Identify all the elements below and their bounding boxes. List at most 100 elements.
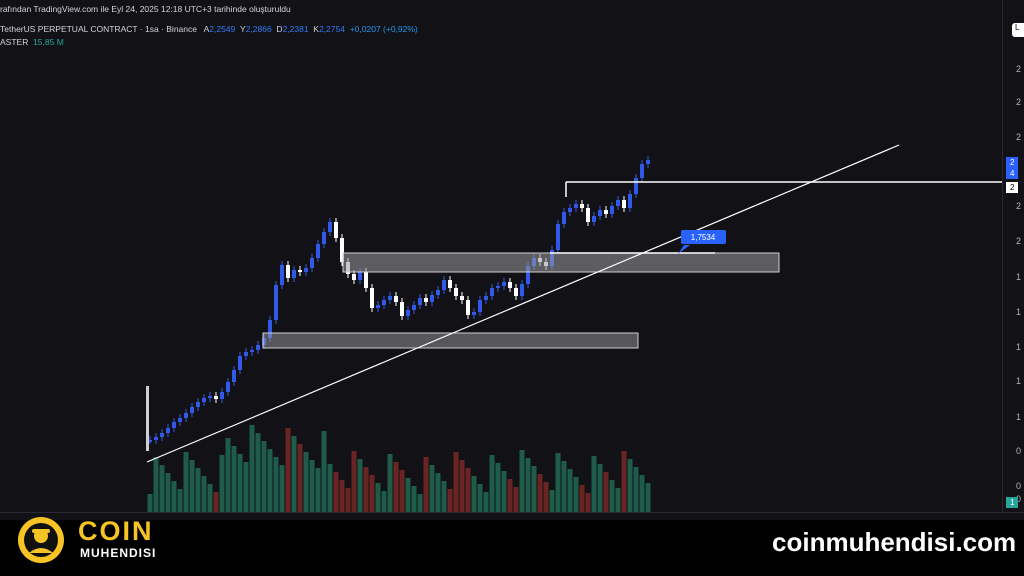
candle-body	[520, 284, 524, 296]
y-tick-label: 1	[1016, 376, 1022, 386]
volume-bar	[237, 454, 243, 512]
volume-bar	[399, 470, 405, 512]
candle-body	[448, 280, 452, 288]
brand-site[interactable]: coinmuhendisi.com	[772, 527, 1017, 557]
callout-label: 1,7534	[691, 233, 716, 242]
support-zone-upper[interactable]	[342, 252, 780, 273]
volume-bar	[267, 449, 273, 512]
candle-body	[358, 272, 362, 280]
y-tick-label: 2	[1016, 97, 1022, 107]
candle-body	[310, 258, 314, 268]
volume-bar	[567, 469, 573, 512]
candle-body	[334, 222, 338, 238]
symbol-legend[interactable]: TetherUS PERPETUAL CONTRACT · 1sa · Bina…	[0, 24, 418, 34]
volume-bar	[189, 460, 195, 512]
trendline[interactable]	[146, 144, 900, 463]
ohlc-low: 2,2381	[282, 24, 309, 34]
volume-bar	[591, 456, 597, 512]
volume-bar	[153, 457, 159, 512]
volume-bar	[231, 446, 237, 512]
scale-button[interactable]: L	[1012, 23, 1024, 37]
volume-bars	[147, 425, 651, 512]
volume-bar	[483, 492, 489, 512]
y-tick-label: 2	[1016, 201, 1022, 211]
candle-body	[394, 296, 398, 302]
price-plot[interactable]: 1,7534	[0, 0, 1002, 512]
candle-body	[352, 274, 356, 280]
volume-bar	[477, 484, 483, 512]
volume-bar	[519, 450, 525, 512]
candle-body	[622, 200, 626, 208]
ohlc-low-label: D	[276, 24, 283, 34]
volume-bar	[321, 431, 327, 512]
candle-body	[190, 407, 194, 413]
volume-legend[interactable]: ASTER 15,85 M	[0, 37, 64, 47]
candle-body	[322, 232, 326, 244]
callout-box[interactable]	[681, 230, 726, 244]
candle-body	[508, 282, 512, 288]
price-change: +0,0207 (+0,92%)	[349, 24, 418, 34]
candle-body	[172, 422, 176, 428]
volume-bar	[573, 477, 579, 512]
volume-bar	[159, 465, 165, 512]
y-tick-label: 0	[1016, 446, 1022, 456]
volume-bar	[303, 452, 309, 512]
candle-body	[244, 352, 248, 356]
candle-body	[562, 212, 566, 224]
candle-body	[586, 208, 590, 222]
candle-body	[304, 268, 308, 272]
volume-bar	[495, 463, 501, 512]
candle-body	[286, 265, 290, 278]
candle-body	[208, 396, 212, 398]
candle-body	[370, 288, 374, 308]
chart-credit: rafından TradingView.com ile Eyl 24, 202…	[0, 4, 291, 14]
volume-bar	[261, 441, 267, 512]
support-zone-lower[interactable]	[262, 332, 639, 349]
volume-bar	[459, 460, 465, 512]
symbol-name: TetherUS PERPETUAL CONTRACT · 1sa · Bina…	[0, 24, 197, 34]
brand-coin: COIN	[78, 516, 154, 546]
candle-body	[496, 286, 500, 288]
candle-body	[232, 370, 236, 382]
volume-bar	[183, 452, 189, 512]
volume-bar	[201, 476, 207, 512]
volume-bar	[333, 472, 339, 512]
volume-bar	[297, 444, 303, 512]
volume-bar	[447, 489, 453, 512]
candle-body	[196, 402, 200, 407]
volume-bar	[633, 467, 639, 512]
volume-bar	[639, 475, 645, 512]
volume-bar	[537, 474, 543, 512]
price-axis[interactable]	[1002, 0, 1024, 520]
y-tick-label: 2	[1016, 132, 1022, 142]
volume-bar	[471, 476, 477, 512]
volume-bar	[273, 457, 279, 512]
ohlc-open: 2,2549	[209, 24, 236, 34]
footer-band	[0, 520, 1024, 576]
candle-body	[166, 428, 170, 433]
price-tag: 1	[1006, 497, 1019, 508]
candle-body	[400, 302, 404, 316]
candle-body	[616, 200, 620, 206]
volume-bar	[513, 487, 519, 512]
volume-bar	[453, 452, 459, 512]
volume-bar	[393, 462, 399, 512]
left-marker	[146, 386, 149, 451]
volume-bar	[255, 433, 261, 512]
volume-bar	[645, 483, 651, 512]
volume-bar	[615, 488, 621, 512]
candle-body	[364, 272, 368, 288]
volume-bar	[579, 485, 585, 512]
candle-body	[430, 295, 434, 302]
candle-body	[460, 296, 464, 300]
candle-body	[628, 194, 632, 208]
volume-bar	[405, 478, 411, 512]
candle-body	[526, 266, 530, 284]
candle-body	[376, 305, 380, 308]
candle-body	[436, 290, 440, 295]
candle-body	[472, 312, 476, 315]
candles	[148, 156, 650, 444]
volume-bar	[585, 493, 591, 512]
volume-bar	[219, 455, 225, 512]
y-tick-label: 2	[1016, 236, 1022, 246]
